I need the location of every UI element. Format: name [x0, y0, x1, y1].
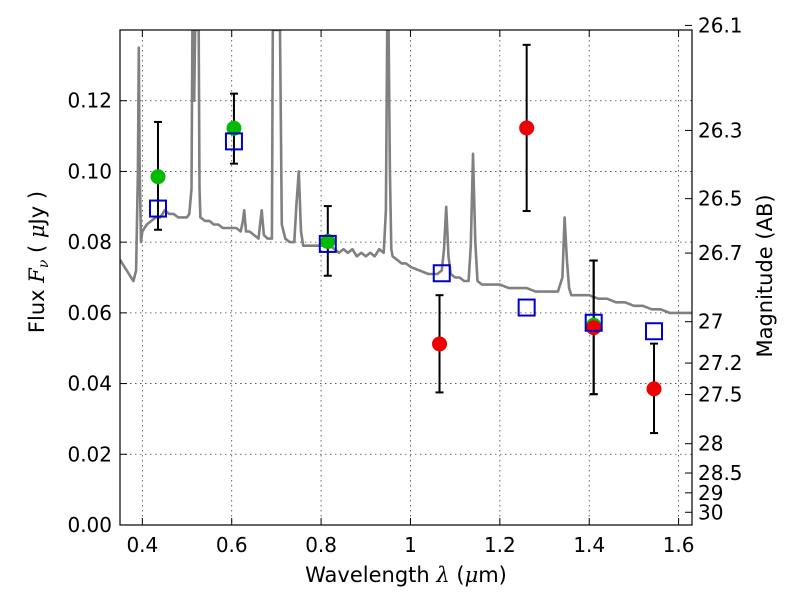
y-tick-label-6: 0.12	[67, 89, 112, 113]
plot-frame	[119, 29, 693, 526]
template-spectrum	[120, 30, 692, 315]
right-tick-label-1: 26.3	[698, 118, 743, 142]
data-point-circle-green-2	[320, 233, 336, 249]
data-point-blue-square-4	[517, 298, 536, 317]
data-point-circle-red-3	[646, 381, 662, 397]
y-tick-label-2: 0.04	[67, 372, 112, 396]
right-tick-label-6: 27.5	[698, 383, 743, 407]
data-point-circle-red-2	[586, 320, 602, 336]
right-tick-label-7: 28	[698, 432, 723, 456]
x-tick-label-5: 1.4	[573, 533, 605, 557]
data-point-circle-green-0	[150, 169, 166, 185]
data-point-blue-square-1	[224, 132, 243, 151]
y-tick-label-5: 0.10	[67, 159, 112, 183]
data-point-blue-square-3	[432, 264, 451, 283]
grid-lines	[120, 30, 692, 526]
right-tick-label-4: 27	[698, 310, 723, 334]
right-tick-label-9: 29	[698, 481, 723, 505]
right-tick-label-10: 30	[698, 500, 723, 524]
data-point-circle-red-0	[432, 336, 448, 352]
y-tick-label-3: 0.06	[67, 301, 112, 325]
y-axis-label: Flux Fν ( μJy )	[25, 191, 52, 333]
right-tick-label-0: 26.1	[698, 13, 743, 37]
data-markers	[148, 120, 664, 397]
right-tick-label-2: 26.5	[698, 187, 743, 211]
right-tick-label-3: 26.7	[698, 241, 743, 265]
data-point-blue-square-0	[148, 199, 167, 218]
data-point-circle-red-1	[519, 120, 535, 136]
data-point-blue-square-5	[584, 313, 603, 332]
right-tick-label-5: 27.2	[698, 351, 743, 375]
y-tick-label-4: 0.08	[67, 230, 112, 254]
x-tick-label-6: 1.6	[663, 533, 695, 557]
error-bars	[153, 43, 659, 435]
x-tick-label-1: 0.6	[216, 533, 248, 557]
right-tick-label-8: 28.5	[698, 461, 743, 485]
y-tick-label-1: 0.02	[67, 442, 112, 466]
x-tick-label-3: 1	[404, 533, 417, 557]
y-tick-label-0: 0.00	[67, 513, 112, 537]
right-axis-label: Magnitude (AB)	[753, 194, 777, 357]
y-axis-ticks: 0.00 0.02 0.04 0.06 0.08 0.10 0.12	[67, 89, 127, 537]
x-tick-label-0: 0.4	[126, 533, 158, 557]
plot-border	[119, 29, 693, 526]
data-point-circle-green-1	[226, 120, 242, 136]
x-axis-ticks: 0.4 0.6 0.8 1 1.2 1.4 1.6	[126, 30, 695, 557]
x-tick-label-2: 0.8	[305, 533, 337, 557]
data-point-blue-square-6	[645, 322, 664, 341]
x-axis-label: Wavelength λ (μm)	[305, 563, 507, 587]
x-tick-label-4: 1.2	[484, 533, 516, 557]
data-point-blue-square-2	[318, 234, 337, 253]
template-spectrum-line	[120, 30, 692, 315]
